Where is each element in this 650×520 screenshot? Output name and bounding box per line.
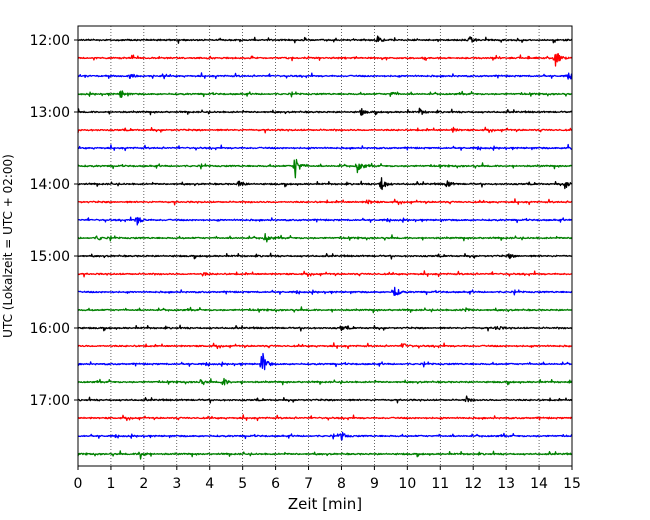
trace-1345: [77, 158, 573, 179]
x-tick-label: 1: [106, 476, 115, 492]
y-tick-label: 12:00: [30, 33, 70, 49]
trace-1500: [77, 252, 573, 260]
axis-ticks: 0 1 2 3 4 5 6 7 8 9 10 11 12 13 14 1512:0013:0014:0015:…: [30, 33, 581, 492]
trace-1515: [77, 270, 573, 278]
x-tick-label: 6: [271, 476, 280, 492]
x-tick-label: 9: [370, 476, 379, 492]
trace-1600: [77, 324, 573, 332]
trace-1615: [77, 342, 573, 350]
x-tick-label: 4: [205, 476, 214, 492]
trace-1300: [77, 107, 573, 116]
x-tick-label: 2: [139, 476, 148, 492]
x-tick-label: 3: [172, 476, 181, 492]
y-tick-label: 16:00: [30, 321, 70, 337]
x-tick-label: 10: [398, 476, 416, 492]
trace-1445: [77, 233, 573, 243]
trace-1330: [77, 143, 573, 152]
y-tick-label: 13:00: [30, 105, 70, 121]
trace-1715: [77, 414, 573, 422]
trace-1645: [77, 377, 573, 386]
trace-1700: [77, 395, 573, 404]
x-tick-label: 8: [337, 476, 346, 492]
trace-1200: [77, 35, 573, 44]
trace-1530: [77, 286, 573, 297]
trace-1315: [77, 126, 573, 134]
trace-1215: [77, 53, 573, 67]
trace-1545: [77, 306, 573, 314]
x-tick-label: 14: [530, 476, 548, 492]
x-tick-label: 7: [304, 476, 313, 492]
trace-1430: [77, 216, 573, 226]
trace-series: [77, 35, 573, 460]
y-tick-label: 15:00: [30, 249, 70, 265]
trace-1245: [77, 90, 573, 98]
x-tick-label: 13: [497, 476, 515, 492]
trace-1745: [77, 450, 573, 460]
x-tick-label: 12: [464, 476, 482, 492]
x-tick-label: 0: [74, 476, 83, 492]
trace-1400: [77, 177, 573, 191]
y-tick-label: 14:00: [30, 177, 70, 193]
trace-1630: [77, 352, 573, 371]
y-axis-label: UTC (Lokalzeit = UTC + 02:00): [1, 154, 15, 338]
trace-1230: [77, 72, 573, 80]
x-tick-label: 15: [563, 476, 581, 492]
x-grid: [110, 26, 540, 466]
x-tick-label: 5: [238, 476, 247, 492]
trace-1415: [77, 198, 573, 206]
y-tick-label: 17:00: [30, 393, 70, 409]
trace-1730: [77, 431, 573, 441]
x-axis-label: Zeit [min]: [288, 495, 362, 513]
x-tick-label: 11: [431, 476, 449, 492]
plot-frame: [77, 25, 573, 467]
